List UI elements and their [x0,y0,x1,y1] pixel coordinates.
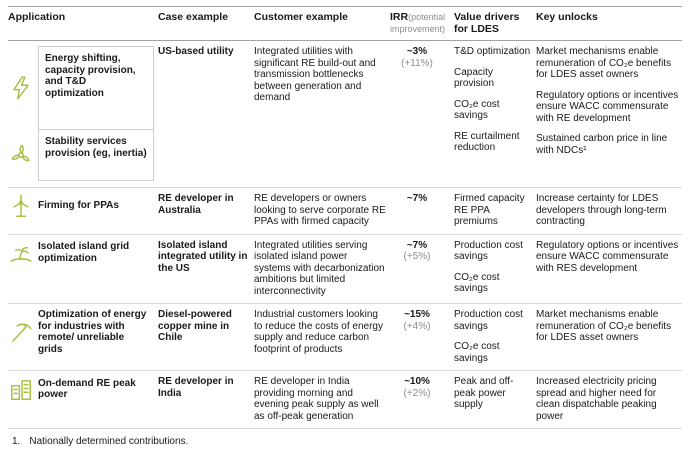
case-example: Isolated island integrated utility in th… [158,239,248,274]
value-driver: Capacity provision [454,66,495,90]
key-unlock: Market mechanisms enable remuneration of… [536,46,672,81]
table-row-firming-ppas: Firming for PPAs RE developer in Austral… [8,188,682,235]
irr-cell: ~10% (+2%) [390,373,450,422]
application-label-box: Stability services provision (eg, inerti… [38,129,154,182]
footnote: 1. Nationally determined contributions. [12,436,682,448]
key-unlocks-cell: Increased electricity pricing spread and… [536,373,682,422]
value-drivers-cell: T&D optimization Capacity provision CO₂e… [454,43,532,181]
irr-value: ~7% [406,239,428,251]
case-example: RE developer in India [158,376,234,399]
customer-example: Industrial customers looking to reduce t… [254,309,383,355]
irr-value: ~15% [404,309,430,321]
footnote-text: Nationally determined contributions. [29,436,189,448]
key-unlock: Increased electricity pricing spread and… [536,376,657,422]
irr-cell: ~7% (+5%) [390,237,450,298]
col-header-customer-example: Customer example [254,11,348,23]
customer-example: RE developers or owners looking to serve… [254,193,386,228]
col-header-key-unlocks: Key unlocks [536,11,598,23]
col-header-application: Application [8,11,66,23]
value-drivers-cell: Production cost savings CO₂e cost saving… [454,306,532,364]
key-unlocks-cell: Market mechanisms enable remuneration of… [536,43,682,181]
value-driver: CO₂e cost savings [454,98,500,122]
irr-value: ~10% [404,376,430,388]
palm-island-icon [8,240,38,266]
application-item: Energy shifting, capacity provision, and… [8,46,154,131]
irr-improvement: (+5%) [403,251,431,263]
case-example: US-based utility [158,46,234,58]
irr-improvement: (+11%) [401,57,433,69]
case-example: Diesel-powered copper mine in Chile [158,309,232,344]
table-row-peak-power: On-demand RE peak power RE developer in … [8,371,682,430]
value-driver: Production cost savings [454,239,523,263]
customer-example: Integrated utilities with significant RE… [254,46,376,104]
application-item: Optimization of energy for industries wi… [8,309,154,355]
irr-value: ~3% [406,46,428,58]
application-cell: Firming for PPAs [8,190,154,228]
value-drivers-cell: Peak and off-peak power supply [454,373,532,422]
key-unlock: Increase certainty for LDES developers t… [536,193,667,228]
key-unlocks-cell: Increase certainty for LDES developers t… [536,190,682,228]
turbine-icon [8,142,38,168]
ldes-use-case-table: Application Case example Customer exampl… [8,6,682,448]
application-cell: On-demand RE peak power [8,373,154,422]
key-unlocks-cell: Regulatory options or incentives ensure … [536,237,682,298]
key-unlock: Regulatory options or incentives ensure … [536,239,679,274]
value-driver: CO₂e cost savings [454,341,500,364]
table-header: Application Case example Customer exampl… [8,6,682,42]
value-driver: Production cost savings [454,309,523,332]
application-label: Stability services provision (eg, inerti… [45,136,147,159]
city-buildings-icon [8,376,38,402]
application-item: Stability services provision (eg, inerti… [8,129,154,182]
application-item: On-demand RE peak power [8,376,154,402]
irr-cell: ~7% [390,190,450,228]
application-label: Optimization of energy for industries wi… [38,309,147,355]
col-header-value-drivers: Value drivers for LDES [454,11,520,36]
application-label: Isolated island grid optimization [38,241,130,264]
application-label: On-demand RE peak power [38,377,136,401]
table-row-industrial-mine: Optimization of energy for industries wi… [8,304,682,372]
irr-value: ~7% [406,193,428,205]
irr-header-qualifier: (potential improvement) [390,12,446,35]
lightning-icon [8,75,38,101]
value-driver: CO₂e cost savings [454,271,500,295]
application-label: Firming for PPAs [38,200,119,212]
application-item: Isolated island grid optimization [8,240,154,266]
application-label-box: Energy shifting, capacity provision, and… [38,46,154,131]
table-row-isolated-island: Isolated island grid optimization Isolat… [8,235,682,305]
irr-improvement: (+2%) [403,387,431,399]
key-unlocks-cell: Market mechanisms enable remuneration of… [536,306,682,364]
customer-example: Integrated utilities serving isolated is… [254,239,385,297]
customer-example: RE developer in India providing morning … [254,376,379,422]
case-example: RE developer in Australia [158,193,234,216]
value-driver: Firmed capacity RE PPA premiums [454,193,525,228]
value-drivers-cell: Firmed capacity RE PPA premiums [454,190,532,228]
irr-improvement: (+4%) [403,320,431,332]
irr-cell: ~3% (+11%) [390,43,450,181]
footnote-number: 1. [12,436,21,448]
irr-header-label: IRR [390,11,409,23]
irr-cell: ~15% (+4%) [390,306,450,364]
value-driver: Peak and off-peak power supply [454,376,514,411]
pickaxe-icon [8,319,38,345]
application-cell: Energy shifting, capacity provision, and… [8,43,154,182]
value-driver: RE curtailment reduction [454,130,520,154]
key-unlock: Regulatory options or incentives ensure … [536,89,679,124]
col-header-irr: IRR(potential improvement) [390,11,450,35]
application-cell: Isolated island grid optimization [8,237,154,298]
application-label: Energy shifting, capacity provision, and… [45,53,136,99]
value-driver: T&D optimization [454,46,531,58]
wind-turbine-icon [8,193,38,219]
application-cell: Optimization of energy for industries wi… [8,306,154,364]
key-unlock: Sustained carbon price in line with NDCs… [536,133,668,156]
application-item: Firming for PPAs [8,193,154,219]
value-drivers-cell: Production cost savings CO₂e cost saving… [454,237,532,298]
table-row-energy-shifting: Energy shifting, capacity provision, and… [8,41,682,189]
col-header-case-example: Case example [158,11,229,23]
key-unlock: Market mechanisms enable remuneration of… [536,309,672,344]
